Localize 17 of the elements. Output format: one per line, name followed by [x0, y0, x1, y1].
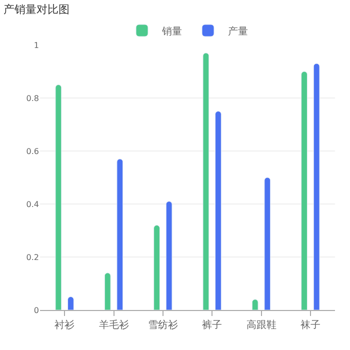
bar — [68, 296, 74, 310]
x-tick-label: 雪纺衫 — [148, 319, 178, 331]
chart-title: 产销量对比图 — [4, 2, 70, 16]
y-tick-label: 0.4 — [26, 200, 39, 209]
y-tick-label: 0 — [34, 306, 39, 315]
x-tick-label: 衬衫 — [54, 319, 75, 331]
x-tick-label: 裤子 — [202, 319, 222, 331]
legend-label: 产量 — [228, 25, 248, 38]
y-tick-label: 0.2 — [26, 252, 39, 262]
x-tick-label: 袜子 — [300, 319, 320, 331]
bar — [104, 272, 111, 310]
y-tick-label: 0.8 — [26, 94, 39, 103]
y-tick-label: 0.6 — [26, 146, 39, 156]
x-tick-label: 羊毛衫 — [98, 319, 129, 331]
legend-label: 销量 — [161, 26, 182, 38]
y-tick-label: 1 — [34, 40, 39, 50]
x-tick-label: 高跟鞋 — [246, 319, 276, 331]
